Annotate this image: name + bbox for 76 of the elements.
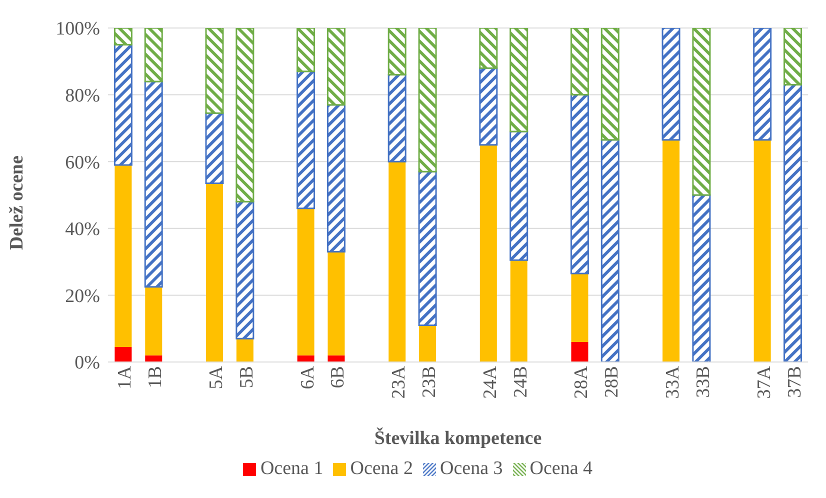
x-tick-label: 24B xyxy=(510,366,532,398)
bar xyxy=(784,84,802,362)
bar xyxy=(114,164,132,347)
bar xyxy=(600,28,620,141)
bar xyxy=(662,140,680,362)
bar xyxy=(692,28,711,196)
bar xyxy=(510,260,528,362)
bar xyxy=(754,140,771,362)
bar xyxy=(419,325,436,362)
x-tick-label: 1A xyxy=(114,366,136,390)
x-tick-label: 37A xyxy=(754,366,775,399)
bar xyxy=(479,28,498,69)
y-tick-label: 40% xyxy=(65,219,100,240)
bar xyxy=(206,183,223,362)
bar xyxy=(692,194,711,362)
bar xyxy=(297,355,314,362)
x-tick-label: 1B xyxy=(145,366,166,388)
x-tick-label: 6A xyxy=(297,366,318,390)
x-tick-label: 23A xyxy=(388,366,410,399)
bar xyxy=(236,28,254,202)
bar xyxy=(145,286,162,356)
bar xyxy=(662,28,680,141)
bar xyxy=(388,28,406,76)
bar xyxy=(328,355,345,362)
bar xyxy=(326,104,346,253)
bar xyxy=(753,28,772,141)
y-axis-title: Delež ocene xyxy=(6,156,28,250)
y-tick-label: 60% xyxy=(65,152,100,174)
bar xyxy=(570,28,589,96)
legend-label: Ocena 1 xyxy=(260,458,324,479)
bar xyxy=(570,94,589,274)
x-tick-label: 5A xyxy=(206,366,228,390)
bar xyxy=(784,28,802,86)
bar xyxy=(326,28,346,106)
bar xyxy=(600,139,620,362)
x-tick-label: 5B xyxy=(236,366,258,388)
bar xyxy=(144,28,163,82)
bar xyxy=(480,144,497,362)
x-tick-label: 33B xyxy=(692,366,714,398)
bar xyxy=(114,44,132,166)
bar xyxy=(388,162,406,362)
bar xyxy=(236,338,254,362)
bar xyxy=(297,208,314,356)
bar xyxy=(236,200,254,340)
bar xyxy=(388,74,406,162)
bar xyxy=(144,80,163,288)
bar xyxy=(418,28,437,172)
bar xyxy=(296,28,316,72)
y-tick-label: 0% xyxy=(74,352,100,374)
y-tick-label: 100% xyxy=(56,18,100,40)
x-tick-label: 23B xyxy=(419,366,440,398)
bar xyxy=(114,346,132,362)
bar xyxy=(418,170,437,326)
bar xyxy=(205,28,224,114)
bar xyxy=(328,252,345,356)
bar xyxy=(145,355,162,362)
x-tick-label: 37B xyxy=(784,366,806,398)
legend-label: Ocena 4 xyxy=(530,458,593,479)
y-tick-label: 80% xyxy=(65,86,100,107)
bar xyxy=(510,28,528,132)
x-tick-label: 6B xyxy=(328,366,349,388)
x-tick-label: 24A xyxy=(480,366,501,399)
bar xyxy=(571,273,588,342)
legend-label: Ocena 2 xyxy=(350,458,413,479)
bar xyxy=(205,112,224,184)
x-tick-label: 33A xyxy=(662,366,684,399)
bar xyxy=(479,67,498,146)
bar xyxy=(571,342,588,362)
y-tick-label: 20% xyxy=(65,286,100,307)
bar xyxy=(114,28,132,46)
bar xyxy=(296,70,316,210)
x-tick-label: 28A xyxy=(571,366,592,399)
x-axis-title: Številka kompetence xyxy=(374,427,542,449)
legend-label: Ocena 3 xyxy=(440,458,503,479)
bar xyxy=(510,130,528,261)
x-tick-label: 28B xyxy=(602,366,623,398)
